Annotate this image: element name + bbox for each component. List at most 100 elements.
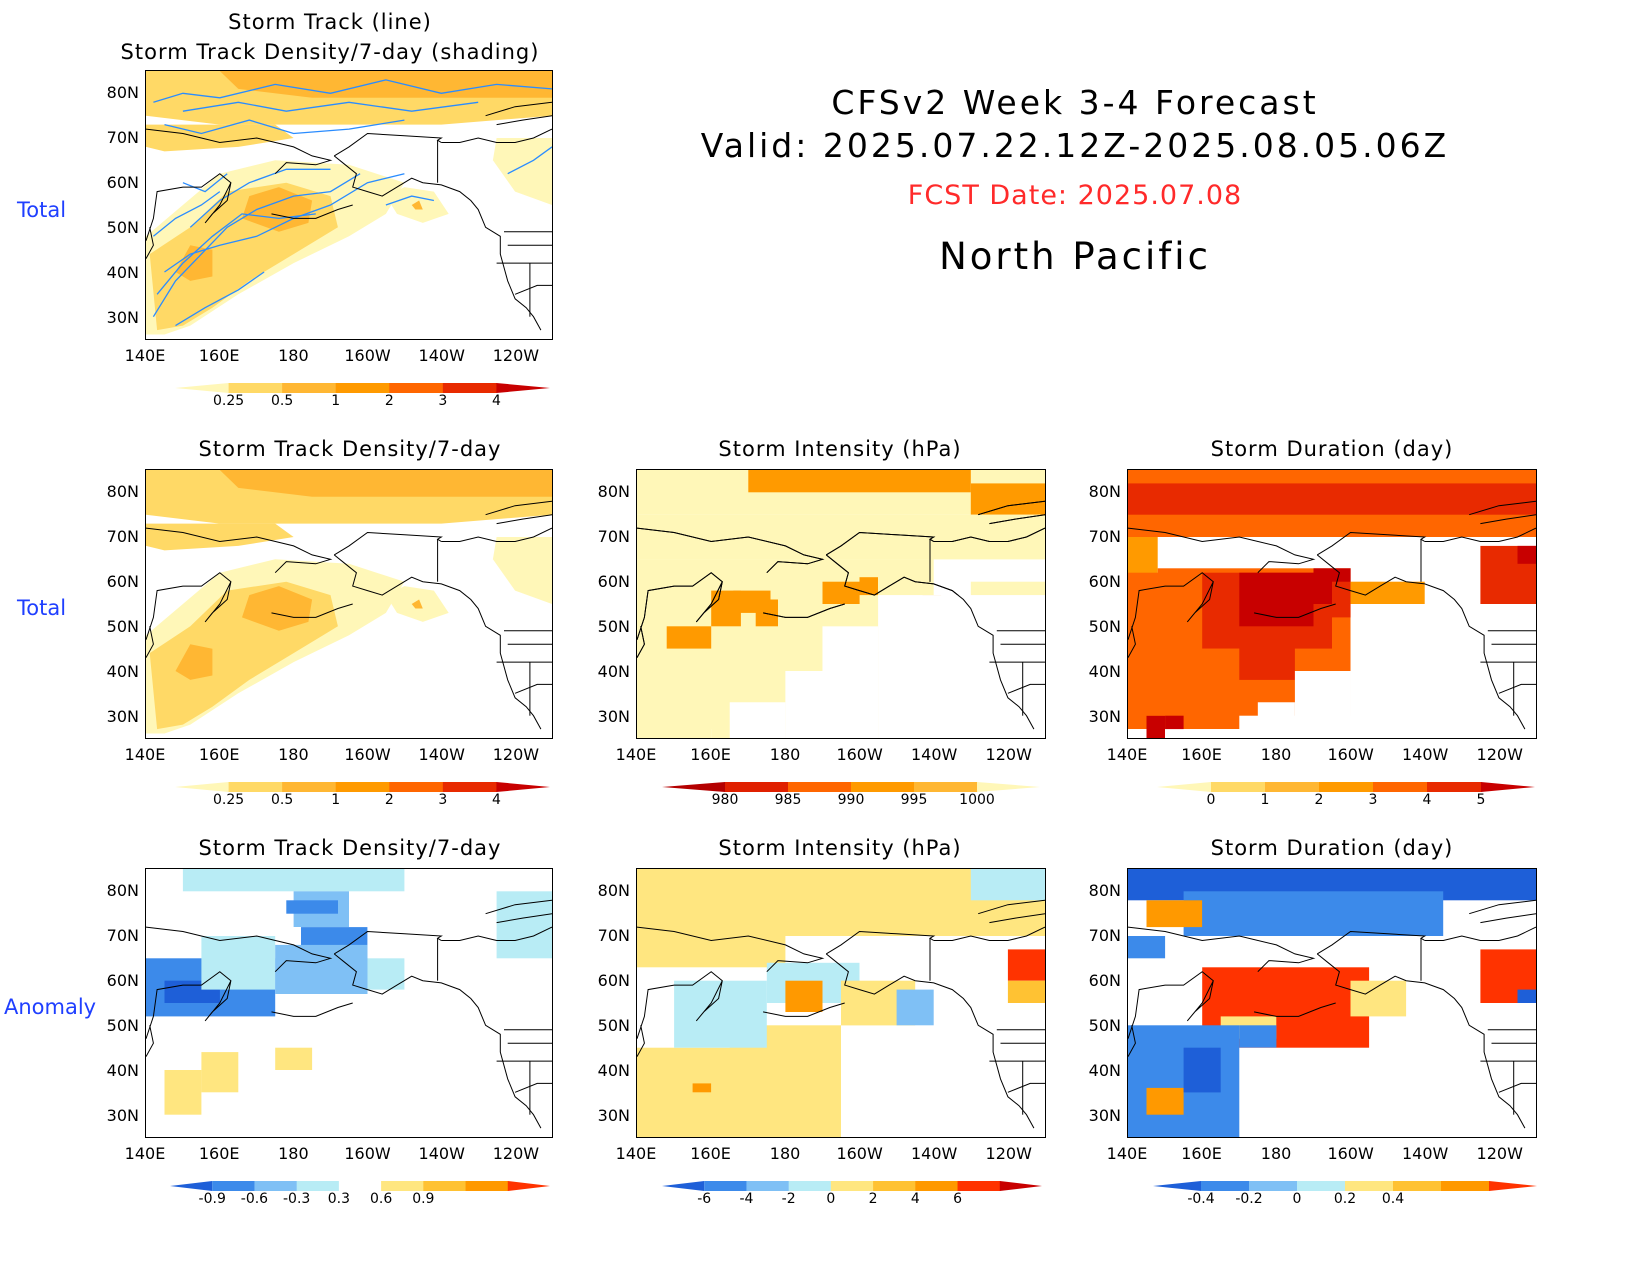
lon-tick-label: 180	[1260, 1144, 1292, 1163]
colorbar-tick-label: -0.2	[1235, 1191, 1263, 1207]
lat-tick-label: 30N	[106, 1105, 139, 1125]
lat-tick-label: 50N	[106, 217, 139, 237]
density-anomaly-colorbar	[170, 1181, 550, 1191]
colorbar-tick-label: 1000	[959, 792, 995, 808]
lon-tick-label: 120W	[985, 1144, 1032, 1163]
intensity-total-title: Storm Intensity (hPa)	[718, 437, 962, 461]
intensity-anom-title: Storm Intensity (hPa)	[718, 836, 962, 860]
lon-tick-label: 120W	[1476, 745, 1523, 764]
lon-tick-label: 160W	[1327, 1144, 1374, 1163]
lat-tick-label: 40N	[1088, 661, 1121, 681]
lat-tick-label: 70N	[1088, 925, 1121, 945]
lon-tick-label: 120W	[985, 745, 1032, 764]
lat-tick-label: 30N	[106, 706, 139, 726]
colorbar-tick-label: 4	[910, 1191, 920, 1207]
lat-tick-label: 30N	[106, 307, 139, 327]
region-name: North Pacific	[939, 235, 1211, 278]
lat-tick-label: 60N	[597, 571, 630, 591]
colorbar-tick-label: 1	[331, 792, 341, 808]
lat-tick-label: 80N	[1088, 481, 1121, 501]
colorbar-tick-label: 0.25	[212, 393, 245, 409]
colorbar-tick-label: 2	[868, 1191, 878, 1207]
duration-total-title: Storm Duration (day)	[1210, 437, 1454, 461]
row-label-anomaly: Anomaly	[4, 995, 97, 1019]
lon-tick-label: 120W	[492, 346, 540, 365]
intensity-anomaly-map	[636, 868, 1046, 1138]
lat-tick-label: 70N	[106, 526, 139, 546]
colorbar-tick-label: -0.3	[282, 1191, 311, 1207]
lon-tick-label: 180	[278, 1144, 309, 1163]
lat-tick-label: 80N	[106, 880, 139, 900]
lat-tick-label: 60N	[1088, 571, 1121, 591]
lon-tick-label: 160W	[1327, 745, 1374, 764]
lon-tick-label: 140E	[124, 745, 166, 764]
colorbar-tick-label: -0.4	[1187, 1191, 1215, 1207]
colorbar-tick-label: 6	[953, 1191, 962, 1207]
lon-tick-label: 140W	[1401, 1144, 1449, 1163]
lat-tick-label: 30N	[597, 706, 630, 726]
colorbar-tick-label: 0.5	[271, 393, 294, 409]
lat-tick-label: 60N	[106, 571, 139, 591]
lon-tick-label: 160E	[198, 745, 240, 764]
colorbar-tick-label: 1	[331, 393, 341, 409]
lon-tick-label: 160E	[690, 1144, 731, 1163]
density-total-title: Storm Track Density/7-day	[198, 437, 502, 461]
lon-tick-label: 160W	[344, 745, 391, 764]
lon-tick-label: 140E	[1106, 1144, 1148, 1163]
lat-tick-label: 40N	[106, 1060, 139, 1080]
lat-tick-label: 70N	[597, 526, 630, 546]
lat-tick-label: 30N	[597, 1105, 630, 1125]
lat-tick-label: 50N	[597, 616, 630, 636]
lat-tick-label: 70N	[106, 127, 139, 147]
lon-tick-label: 160W	[344, 346, 391, 365]
lat-tick-label: 70N	[1088, 526, 1121, 546]
lon-tick-label: 140E	[1106, 745, 1148, 764]
lat-tick-label: 50N	[1088, 1015, 1121, 1035]
lat-tick-label: 80N	[1088, 880, 1121, 900]
colorbar-tick-label: 3	[438, 792, 448, 808]
colorbar-tick-label: 0.5	[271, 792, 294, 808]
colorbar-tick-label: 0.2	[1333, 1191, 1357, 1207]
lat-tick-label: 60N	[597, 970, 630, 990]
colorbar-tick-label: 2	[1314, 792, 1324, 808]
lat-tick-label: 80N	[106, 481, 139, 501]
lat-tick-label: 70N	[106, 925, 139, 945]
colorbar-tick-label: 2	[384, 393, 394, 409]
lon-tick-label: 160E	[198, 346, 240, 365]
colorbar-tick-label: 2	[384, 792, 394, 808]
lon-tick-label: 140E	[615, 1144, 657, 1163]
intensity-colorbar	[662, 782, 1040, 792]
intensity-anomaly-colorbar	[662, 1181, 1042, 1191]
lon-tick-label: 180	[1260, 745, 1292, 764]
lat-tick-label: 50N	[106, 616, 139, 636]
lon-tick-label: 140W	[1401, 745, 1449, 764]
lon-tick-label: 140W	[418, 745, 465, 764]
colorbar-tick-label: -0.9	[198, 1191, 226, 1207]
lon-tick-label: 120W	[492, 1144, 540, 1163]
colorbar-tick-label: 1	[1260, 792, 1270, 808]
lat-tick-label: 40N	[106, 661, 139, 681]
fcst-date: FCST Date: 2025.07.08	[907, 180, 1243, 211]
colorbar-tick-label: -4	[739, 1191, 754, 1207]
duration-total-map	[1127, 469, 1537, 739]
lat-tick-label: 30N	[1088, 1105, 1121, 1125]
lat-tick-label: 60N	[106, 970, 139, 990]
colorbar-tick-label: 0.25	[212, 792, 245, 808]
lon-tick-label: 140E	[124, 346, 166, 365]
colorbar-tick-label: -6	[697, 1191, 712, 1207]
density-total-map	[145, 469, 553, 739]
lon-tick-label: 160E	[1181, 1144, 1222, 1163]
colorbar-tick-label: 4	[491, 393, 501, 409]
lat-tick-label: 50N	[597, 1015, 630, 1035]
duration-anom-title: Storm Duration (day)	[1210, 836, 1454, 860]
row-label-total-2: Total	[17, 596, 67, 620]
lon-tick-label: 180	[278, 745, 309, 764]
colorbar-tick-label: 0.6	[369, 1191, 393, 1207]
lat-tick-label: 80N	[597, 481, 630, 501]
lon-tick-label: 140W	[418, 346, 465, 365]
lat-tick-label: 80N	[106, 82, 139, 102]
lon-tick-label: 140E	[615, 745, 657, 764]
colorbar-tick-label: 0.9	[412, 1191, 435, 1207]
lon-tick-label: 120W	[492, 745, 540, 764]
density-colorbar	[175, 782, 550, 792]
